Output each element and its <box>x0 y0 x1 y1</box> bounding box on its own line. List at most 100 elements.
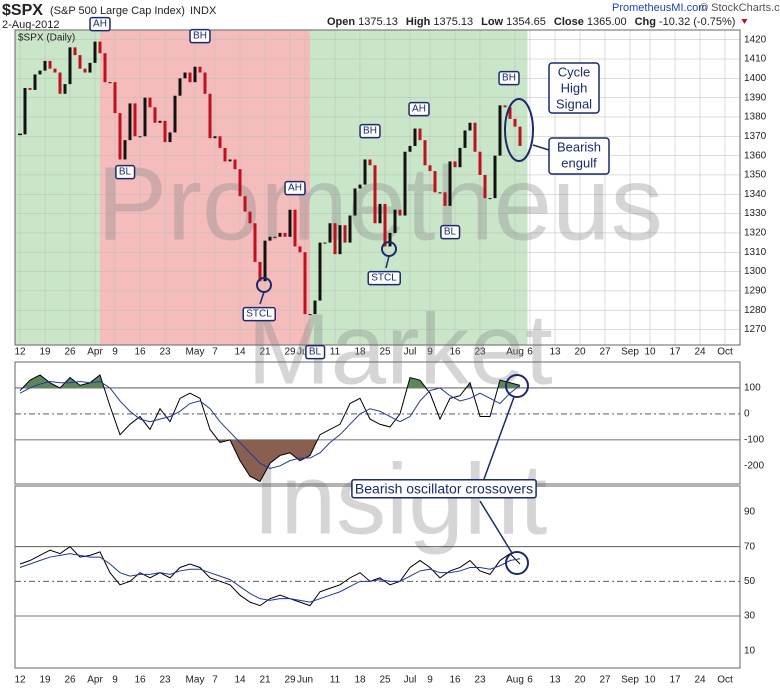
price-bar <box>58 72 62 94</box>
x-tick-label: Jun <box>297 347 313 358</box>
x-tick-label: Jun <box>297 675 313 686</box>
shading <box>310 30 528 345</box>
price-bar <box>183 72 187 79</box>
price-bar <box>318 242 322 301</box>
x-tick-label: Jul <box>404 347 417 358</box>
price-bar <box>393 209 397 233</box>
x-tick-label: 11 <box>330 347 341 358</box>
annotation: High <box>561 80 588 95</box>
x-tick-label: 10 <box>644 347 656 358</box>
price-bar <box>488 198 492 200</box>
y-tick-label: 1330 <box>744 208 767 219</box>
price-bar <box>133 103 137 137</box>
price-bar <box>88 62 92 73</box>
y-tick-label: 1390 <box>744 92 767 103</box>
price-bar <box>128 103 132 141</box>
price-bar <box>453 161 457 168</box>
x-tick-label: 23 <box>159 675 171 686</box>
price-bar <box>188 72 192 83</box>
annotation-box <box>284 180 306 196</box>
price-bar <box>208 93 212 139</box>
annotation-box <box>242 306 276 322</box>
price-bar <box>303 252 307 315</box>
panel-bg <box>15 486 740 668</box>
x-tick-label: Apr <box>87 675 103 686</box>
price-bar <box>263 240 267 282</box>
price-bar <box>518 126 522 146</box>
y-tick-label: 1370 <box>744 131 767 142</box>
annotation-box <box>359 123 381 139</box>
y-tick-label: 1300 <box>744 266 767 277</box>
pointer <box>483 396 515 480</box>
x-tick-label: Apr <box>87 347 103 358</box>
y-tick-label: 1380 <box>744 112 767 123</box>
x-tick-label: 20 <box>574 675 586 686</box>
x-tick-label: 20 <box>574 347 586 358</box>
x-tick-label: Sep <box>621 347 639 358</box>
price-bar <box>173 95 177 133</box>
x-tick-label: 18 <box>354 675 366 686</box>
price-bar <box>283 232 287 237</box>
x-tick-label: 25 <box>379 347 391 358</box>
price-bar <box>363 159 367 185</box>
price-bar <box>273 236 277 238</box>
y-tick-label: 1270 <box>744 324 767 335</box>
price-bar <box>53 68 57 73</box>
price-bar <box>298 246 302 253</box>
annotation-box <box>305 344 326 360</box>
price-bar <box>338 225 342 255</box>
price-bar <box>293 209 297 247</box>
price-bar <box>373 165 377 224</box>
quote-label: Open <box>327 16 355 28</box>
x-tick-label: 16 <box>134 675 146 686</box>
x-tick-label: 23 <box>474 675 486 686</box>
indicator-line <box>19 374 521 483</box>
x-tick-label: Jul <box>404 675 417 686</box>
circle-marker <box>505 374 529 398</box>
annotation-box <box>189 28 211 44</box>
price-bar <box>333 223 337 255</box>
price-bar <box>308 314 312 316</box>
price-bar <box>248 211 252 224</box>
price-bar <box>243 196 247 212</box>
x-tick-label: 18 <box>354 347 366 358</box>
price-bar <box>33 74 37 90</box>
quote-label: Close <box>554 16 584 28</box>
annotation-box <box>89 16 111 32</box>
price-bar <box>193 66 197 83</box>
price-bar <box>83 68 87 73</box>
x-tick-label: 23 <box>159 347 171 358</box>
x-tick-label: 13 <box>549 347 561 358</box>
annotation: BL <box>309 347 322 358</box>
price-bar <box>403 151 407 216</box>
annotation-box <box>498 70 520 86</box>
price-bar <box>498 105 502 156</box>
annotation: STCL <box>371 273 397 284</box>
x-tick-label: 9 <box>112 675 118 686</box>
price-bar <box>103 53 107 83</box>
pointer <box>259 291 265 305</box>
y-tick-label: 1350 <box>744 170 767 181</box>
source: © StockCharts.com <box>700 2 780 14</box>
price-bar <box>463 130 467 148</box>
price-bar <box>78 55 82 69</box>
annotation: STCL <box>246 309 272 320</box>
quote-value: 1375.13 <box>433 16 473 28</box>
x-tick-label: Aug <box>506 347 524 358</box>
date: 2-Aug-2012 <box>2 19 60 31</box>
x-tick-label: 7 <box>212 347 218 358</box>
circle-marker <box>505 551 529 575</box>
y-tick-label: 10 <box>744 645 756 656</box>
quote-label: High <box>406 16 431 28</box>
price-bar <box>23 87 27 135</box>
y-tick-label: 1310 <box>744 247 767 258</box>
x-tick-label: 16 <box>134 347 146 358</box>
x-tick-label: May <box>186 347 205 358</box>
x-tick-label: Aug <box>506 675 524 686</box>
symbol: $SPX <box>2 2 43 19</box>
price-bar <box>253 223 257 262</box>
x-tick-label: Sep <box>621 675 639 686</box>
price-bar <box>358 184 362 189</box>
y-tick-label: 90 <box>744 507 756 518</box>
price-bar <box>258 261 262 282</box>
